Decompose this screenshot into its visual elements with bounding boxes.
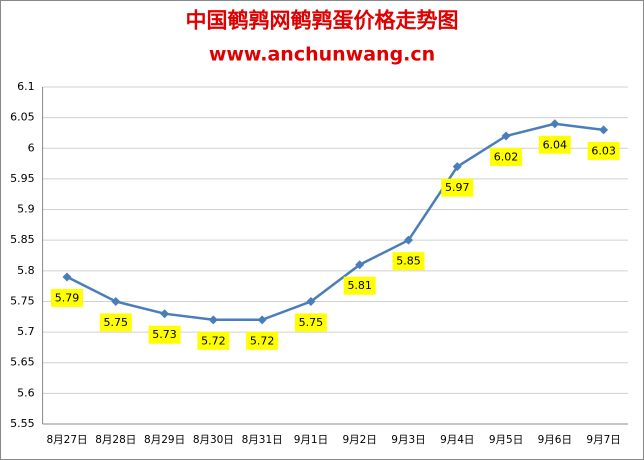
y-tick-label: 6.05	[10, 111, 35, 124]
x-tick-label: 9月2日	[343, 434, 377, 446]
marker	[550, 119, 560, 129]
marker	[257, 315, 267, 325]
marker	[111, 296, 121, 306]
data-label-bg	[294, 313, 327, 332]
y-tick-label: 6	[28, 141, 35, 154]
marker	[501, 131, 511, 141]
x-tick-label: 8月31日	[242, 434, 283, 446]
data-label: 5.81	[347, 279, 372, 292]
data-label: 6.04	[543, 138, 568, 151]
data-label-bg	[538, 135, 571, 154]
data-label-bg	[587, 141, 620, 160]
line-series	[66, 122, 604, 322]
data-label: 5.75	[104, 316, 129, 329]
chart-subtitle: www.anchunwang.cn	[209, 44, 435, 66]
x-tick-label: 9月1日	[294, 434, 328, 446]
y-tick-label: 5.65	[10, 356, 35, 369]
data-label: 6.02	[494, 151, 519, 164]
x-tick-label: 9月6日	[538, 434, 572, 446]
marker	[160, 309, 170, 319]
data-label: 5.75	[299, 316, 324, 329]
marker	[306, 296, 316, 306]
data-label-bg	[490, 148, 523, 167]
x-tick-label: 8月28日	[95, 434, 136, 446]
data-label-bg	[343, 276, 376, 295]
marker	[208, 315, 218, 325]
data-label: 5.72	[250, 334, 275, 347]
data-label-bg	[392, 252, 425, 271]
y-tick-label: 5.9	[17, 203, 35, 216]
data-label: 6.03	[591, 144, 616, 157]
data-label-bg	[99, 313, 132, 332]
marker	[355, 260, 365, 270]
x-tick-label: 8月29日	[144, 434, 185, 446]
data-label-bg	[441, 178, 474, 197]
data-label: 5.79	[55, 291, 80, 304]
x-tick-label: 8月30日	[193, 434, 234, 446]
y-tick-label: 6.1	[17, 80, 35, 93]
y-tick-label: 5.85	[10, 233, 35, 246]
marker	[452, 162, 462, 172]
data-label-bg	[246, 331, 279, 350]
marker	[599, 125, 609, 135]
data-label: 5.72	[201, 334, 226, 347]
x-tick-label: 9月7日	[586, 434, 620, 446]
data-label: 5.85	[396, 255, 421, 268]
y-tick-label: 5.8	[17, 264, 35, 277]
data-label: 5.97	[445, 181, 470, 194]
y-tick-label: 5.95	[10, 172, 35, 185]
marker	[403, 235, 413, 245]
y-tick-label: 5.7	[17, 325, 35, 338]
x-tick-label: 9月5日	[489, 434, 523, 446]
y-tick-label: 5.75	[10, 294, 35, 307]
marker	[62, 272, 72, 282]
x-tick-label: 9月3日	[391, 434, 425, 446]
data-label-bg	[197, 331, 230, 350]
data-label: 5.73	[152, 328, 177, 341]
x-tick-label: 8月27日	[46, 434, 87, 446]
data-label-bg	[50, 288, 83, 307]
chart-title: 中国鹌鹑网鹌鹑蛋价格走势图	[186, 8, 459, 33]
y-tick-label: 5.55	[10, 417, 35, 430]
x-tick-label: 9月4日	[440, 434, 474, 446]
data-label-bg	[148, 325, 181, 344]
y-tick-label: 5.6	[17, 386, 35, 399]
